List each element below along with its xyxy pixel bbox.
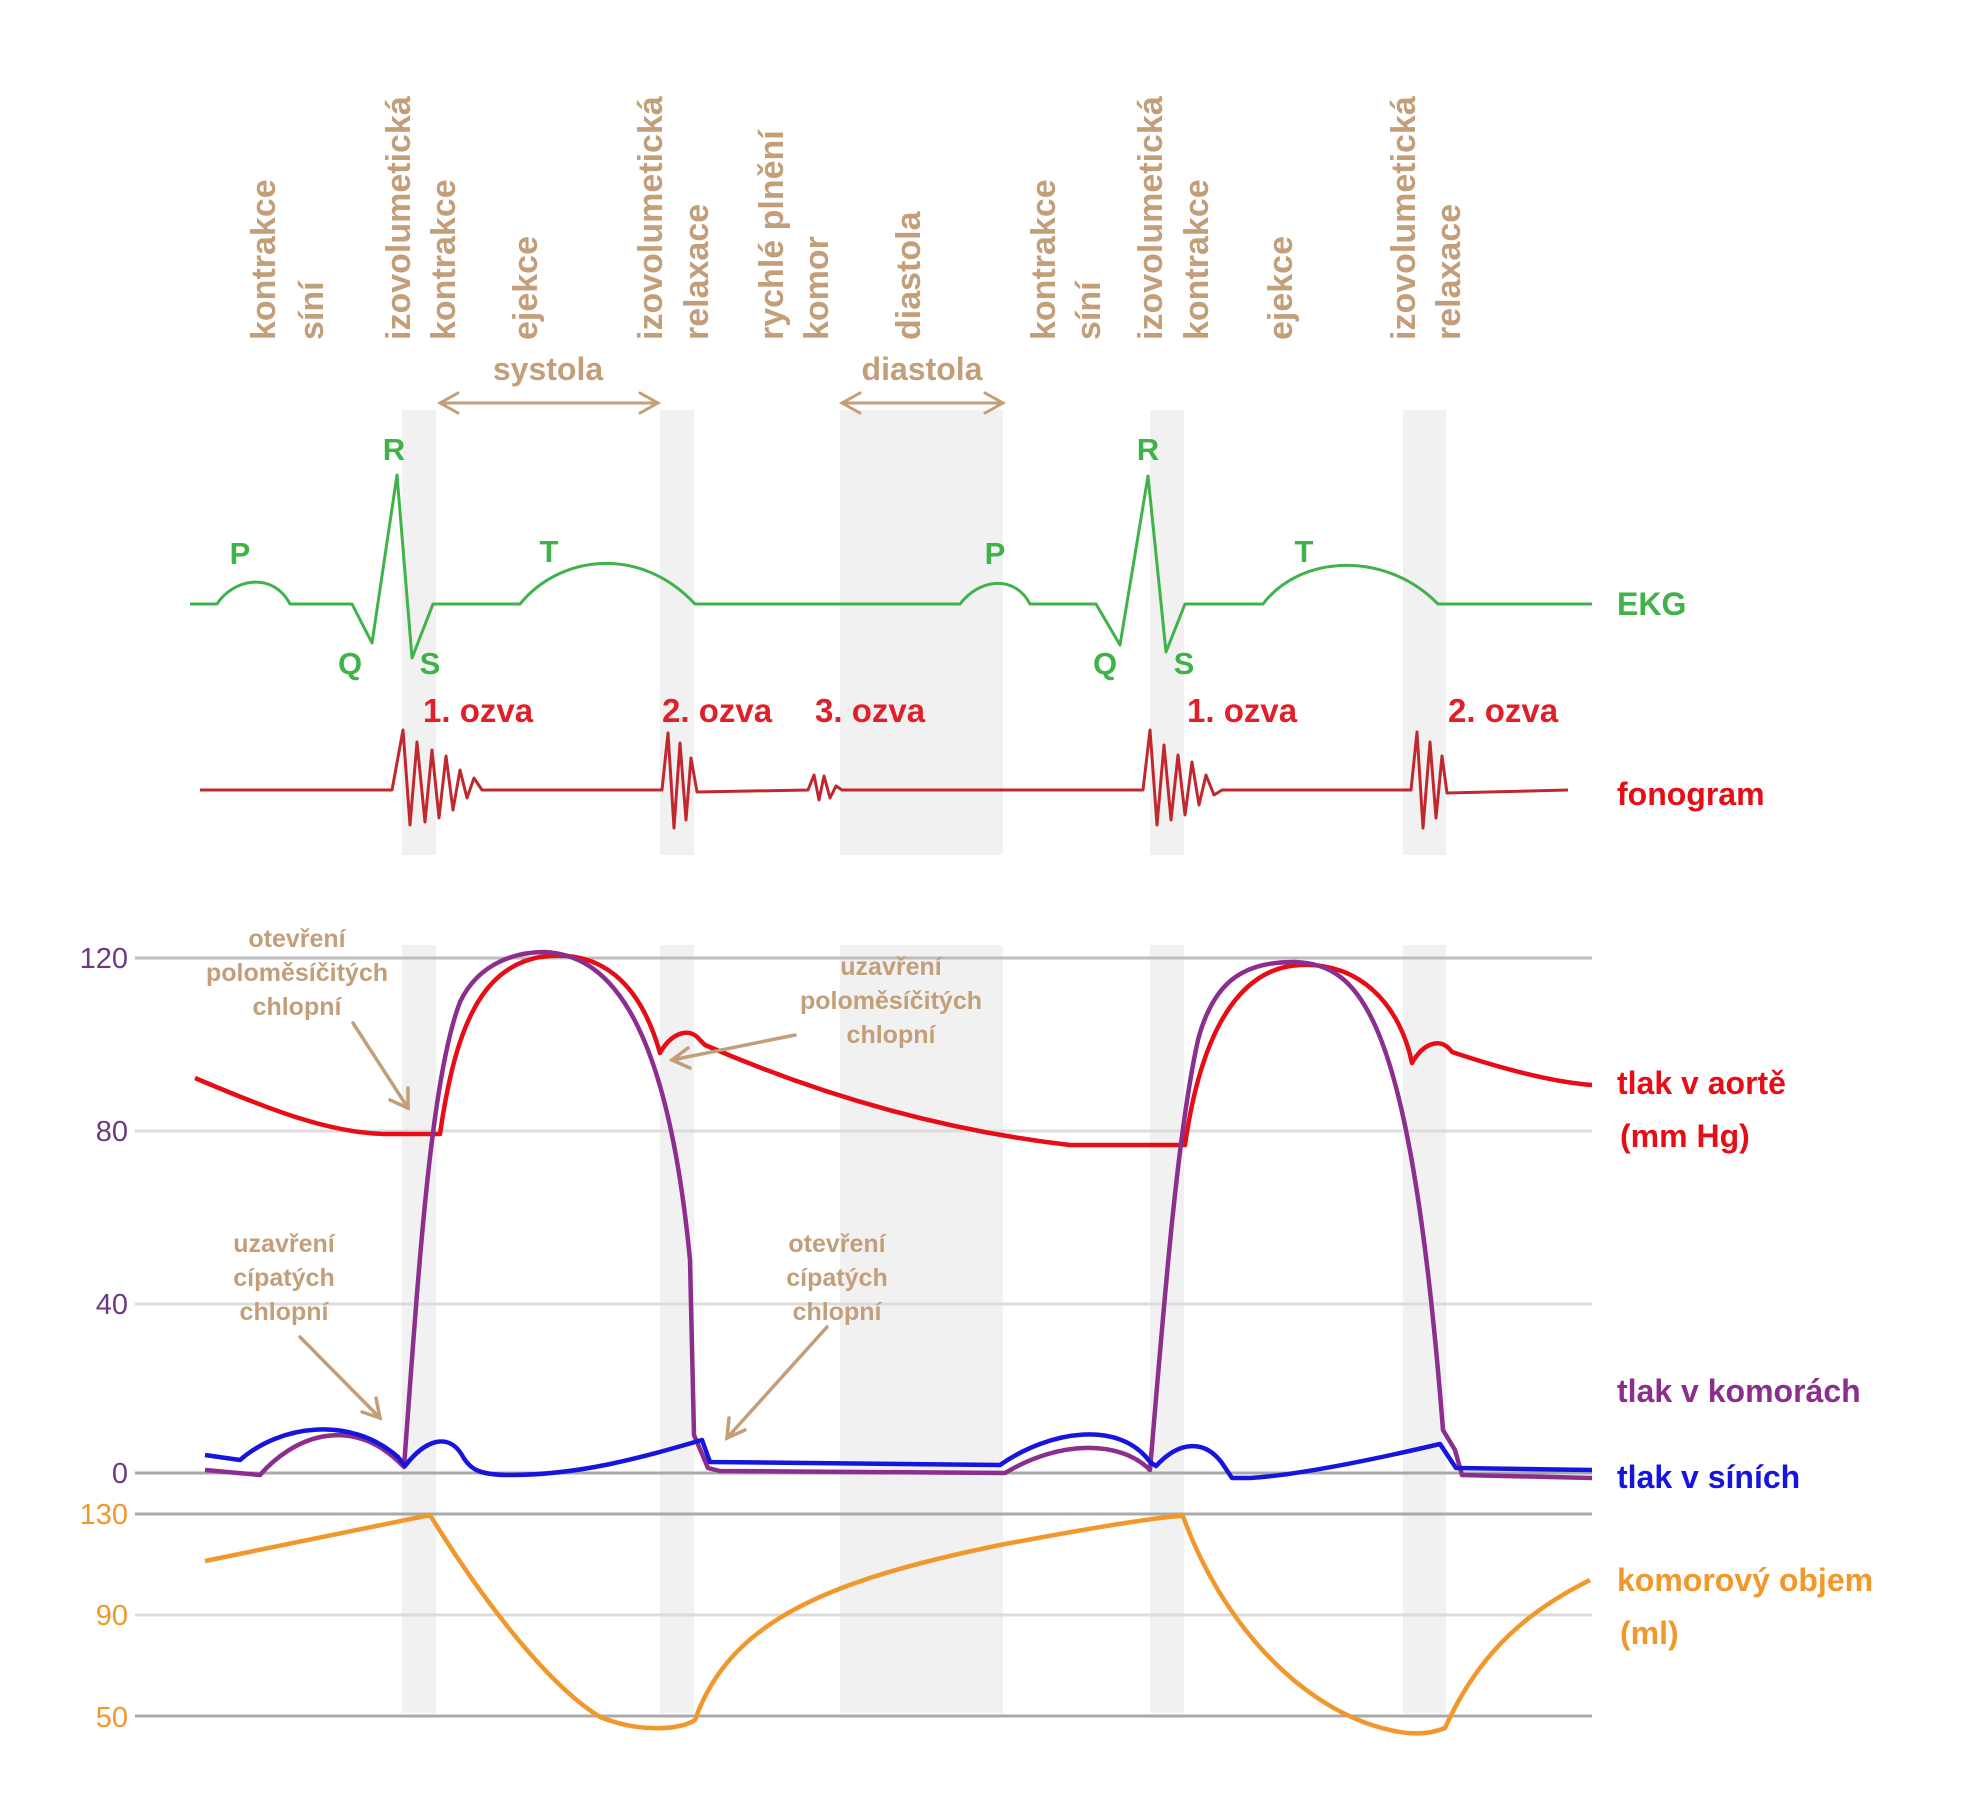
- shade-lower-isovolumetric-contraction-2: [1150, 945, 1184, 1713]
- open-semilunar-line1: otevření: [248, 925, 346, 953]
- shade-lower-isovolumetric-relaxation-1: [660, 945, 694, 1713]
- first-heart-sound-2: 1. ozva: [1187, 692, 1298, 729]
- open-semilunar-line3: chlopní: [253, 993, 343, 1021]
- phase-label-isovolumetric-contraction-2-line2: kontrakce: [1178, 179, 1216, 340]
- diastola-label: diastola: [862, 351, 983, 387]
- close-semilunar-line2: poloměsíčitých: [800, 987, 982, 1015]
- arrow-open-semilunar: [351, 1021, 410, 1111]
- second-heart-sound-2: 2. ozva: [1448, 692, 1559, 729]
- cycle-brackets: systola diastola: [436, 351, 1007, 415]
- phase-shading: [402, 410, 1446, 1713]
- phase-labels: kontrakce síní izovolumetická kontrakce …: [245, 96, 1468, 340]
- series-labels: tlak v aortě (mm Hg) tlak v komorách tla…: [1617, 1065, 1873, 1651]
- phase-label-isovolumetric-contraction-2-line1: izovolumetická: [1132, 96, 1170, 340]
- arrow-open-av: [724, 1325, 829, 1441]
- phase-label-atrial-contraction-2-line1: kontrakce: [1025, 179, 1063, 340]
- open-av-line2: cípatých: [786, 1264, 887, 1292]
- phonogram-trace: 1. ozva 2. ozva 3. ozva 1. ozva 2. ozva …: [200, 692, 1765, 830]
- open-av-line1: otevření: [788, 1230, 886, 1258]
- aortic-pressure-label-line2: (mm Hg): [1620, 1118, 1750, 1154]
- phase-label-atrial-contraction-1-line1: kontrakce: [245, 179, 283, 340]
- phase-label-isovolumetric-relaxation-2-line1: izovolumetická: [1385, 96, 1423, 340]
- second-heart-sound-1: 2. ozva: [662, 692, 773, 729]
- pressure-tick-0: 0: [112, 1458, 128, 1490]
- annotation-arrows: [298, 1021, 829, 1441]
- ekg-p-wave-1: P: [230, 536, 251, 571]
- close-semilunar-line1: uzavření: [840, 953, 942, 981]
- phonogram-label: fonogram: [1617, 776, 1765, 812]
- open-semilunar-line2: poloměsíčitých: [206, 959, 388, 987]
- ekg-q-wave-1: Q: [338, 646, 362, 681]
- first-heart-sound-1: 1. ozva: [423, 692, 534, 729]
- aortic-pressure-curve: [194, 953, 1593, 1148]
- atrial-pressure-curve: [204, 1427, 1593, 1481]
- phase-label-isovolumetric-contraction-1-line1: izovolumetická: [380, 96, 418, 340]
- phase-label-atrial-contraction-1-line2: síní: [293, 280, 331, 340]
- ekg-r-wave-2: R: [1137, 432, 1159, 467]
- ekg-s-wave-1: S: [420, 646, 441, 681]
- ekg-r-wave-1: R: [383, 432, 405, 467]
- ventricular-volume-label-line1: komorový objem: [1617, 1562, 1873, 1598]
- ekg-trace: P Q R S T P Q R S T EKG: [190, 432, 1686, 681]
- volume-tick-50: 50: [96, 1702, 128, 1734]
- ekg-p-wave-2: P: [985, 536, 1006, 571]
- phase-label-atrial-contraction-2-line2: síní: [1070, 280, 1108, 340]
- ventricular-volume-label-line2: (ml): [1620, 1615, 1679, 1651]
- ekg-s-wave-2: S: [1174, 646, 1195, 681]
- phase-label-ejection-1: ejekce: [507, 236, 545, 340]
- phonogram-line: [200, 728, 1569, 830]
- phase-label-isovolumetric-contraction-1-line2: kontrakce: [425, 179, 463, 340]
- close-av-line2: cípatých: [233, 1264, 334, 1292]
- phase-label-ejection-2: ejekce: [1262, 236, 1300, 340]
- phase-label-isovolumetric-relaxation-1-line2: relaxace: [678, 204, 716, 340]
- shade-lower-isovolumetric-contraction-1: [402, 945, 436, 1713]
- systola-arrow: [436, 391, 662, 415]
- arrow-close-semilunar: [668, 1033, 797, 1070]
- ekg-t-wave-1: T: [540, 534, 559, 569]
- volume-axis: 130 90 50: [80, 1499, 128, 1734]
- shade-lower-isovolumetric-relaxation-2: [1403, 945, 1446, 1713]
- arrow-close-av: [298, 1335, 383, 1421]
- ekg-line: [190, 473, 1592, 660]
- phase-label-diastasis: diastola: [890, 210, 928, 340]
- pressure-tick-80: 80: [96, 1116, 128, 1148]
- volume-tick-130: 130: [80, 1499, 128, 1531]
- shade-diastasis: [840, 410, 1003, 855]
- close-av-line3: chlopní: [240, 1298, 330, 1326]
- pressure-tick-120: 120: [80, 943, 128, 975]
- phase-label-isovolumetric-relaxation-2-line2: relaxace: [1430, 204, 1468, 340]
- annotations: otevření poloměsíčitých chlopní uzavření…: [206, 925, 982, 1326]
- aortic-pressure-label-line1: tlak v aortě: [1617, 1065, 1786, 1101]
- diastola-arrow: [838, 391, 1007, 415]
- ventricular-pressure-label: tlak v komorách: [1617, 1373, 1861, 1409]
- open-av-line3: chlopní: [793, 1298, 883, 1326]
- close-av-line1: uzavření: [233, 1230, 335, 1258]
- ekg-q-wave-2: Q: [1093, 646, 1117, 681]
- shade-lower-diastasis: [840, 945, 1003, 1713]
- phase-label-rapid-filling-line1: rychlé plnění: [753, 129, 791, 340]
- third-heart-sound: 3. ozva: [815, 692, 926, 729]
- ventricular-volume-curve: [204, 1512, 1592, 1736]
- ekg-t-wave-2: T: [1295, 534, 1314, 569]
- ventricular-pressure-curve: [204, 949, 1593, 1481]
- close-semilunar-line3: chlopní: [847, 1021, 937, 1049]
- systola-label: systola: [493, 351, 603, 387]
- atrial-pressure-label: tlak v síních: [1617, 1459, 1800, 1495]
- phase-label-isovolumetric-relaxation-1-line1: izovolumetická: [632, 96, 670, 340]
- ekg-label: EKG: [1617, 586, 1686, 622]
- pressure-axis: 120 80 40 0: [80, 943, 128, 1490]
- pressure-tick-40: 40: [96, 1289, 128, 1321]
- phase-label-rapid-filling-line2: komor: [798, 236, 836, 340]
- volume-tick-90: 90: [96, 1600, 128, 1632]
